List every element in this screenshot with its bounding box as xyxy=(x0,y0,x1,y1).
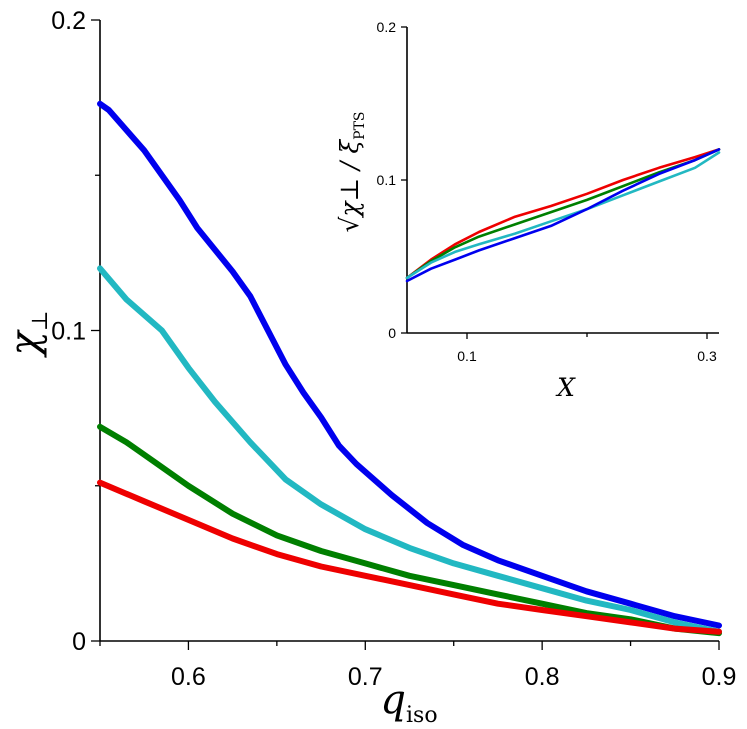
y-axis-title-main: √χ⊥ / ξ xyxy=(335,139,364,233)
y-axis-title-main: χ xyxy=(2,328,48,358)
y-axis-title-sub: ⊥ xyxy=(28,311,53,332)
series-line xyxy=(405,151,721,280)
x-tick-label: 0.1 xyxy=(457,348,477,364)
y-axis-title: χ⊥ xyxy=(2,311,53,359)
main-plot: 0.6 0.7 0.8 0.9 0 0.1 0.2 qiso χ⊥ xyxy=(2,7,736,728)
y-tick-label: 0 xyxy=(388,325,396,341)
x-axis-title: X xyxy=(555,373,576,402)
series-line xyxy=(405,148,721,283)
x-tick-label: 0.3 xyxy=(697,348,717,364)
x-tick-label: 0.8 xyxy=(525,663,560,691)
x-tick-label: 0.9 xyxy=(702,663,737,691)
x-axis-title: qiso xyxy=(380,677,437,728)
series-line xyxy=(97,100,722,629)
y-tick-label: 0.2 xyxy=(51,7,86,35)
inset-plot: 0.1 0.3 0 0.1 0.2 X √χ⊥ / ξPTS xyxy=(335,19,721,402)
x-tick-label: 0.6 xyxy=(171,663,206,691)
series-line xyxy=(97,423,722,637)
series-line xyxy=(97,265,722,635)
y-tick-label: 0.2 xyxy=(377,19,397,35)
series-line xyxy=(405,148,721,280)
series-line xyxy=(97,479,722,635)
y-tick-label: 0.1 xyxy=(51,317,86,345)
x-axis-title-main: X xyxy=(555,373,576,402)
x-axis-title-main: q xyxy=(380,677,406,723)
y-axis-title-sub: PTS xyxy=(352,111,368,139)
x-tick-label: 0.7 xyxy=(348,663,383,691)
x-axis-title-sub: iso xyxy=(406,703,438,728)
y-tick-label: 0.1 xyxy=(377,172,397,188)
y-tick-label: 0 xyxy=(72,628,86,656)
y-axis-title: √χ⊥ / ξPTS xyxy=(335,111,368,232)
